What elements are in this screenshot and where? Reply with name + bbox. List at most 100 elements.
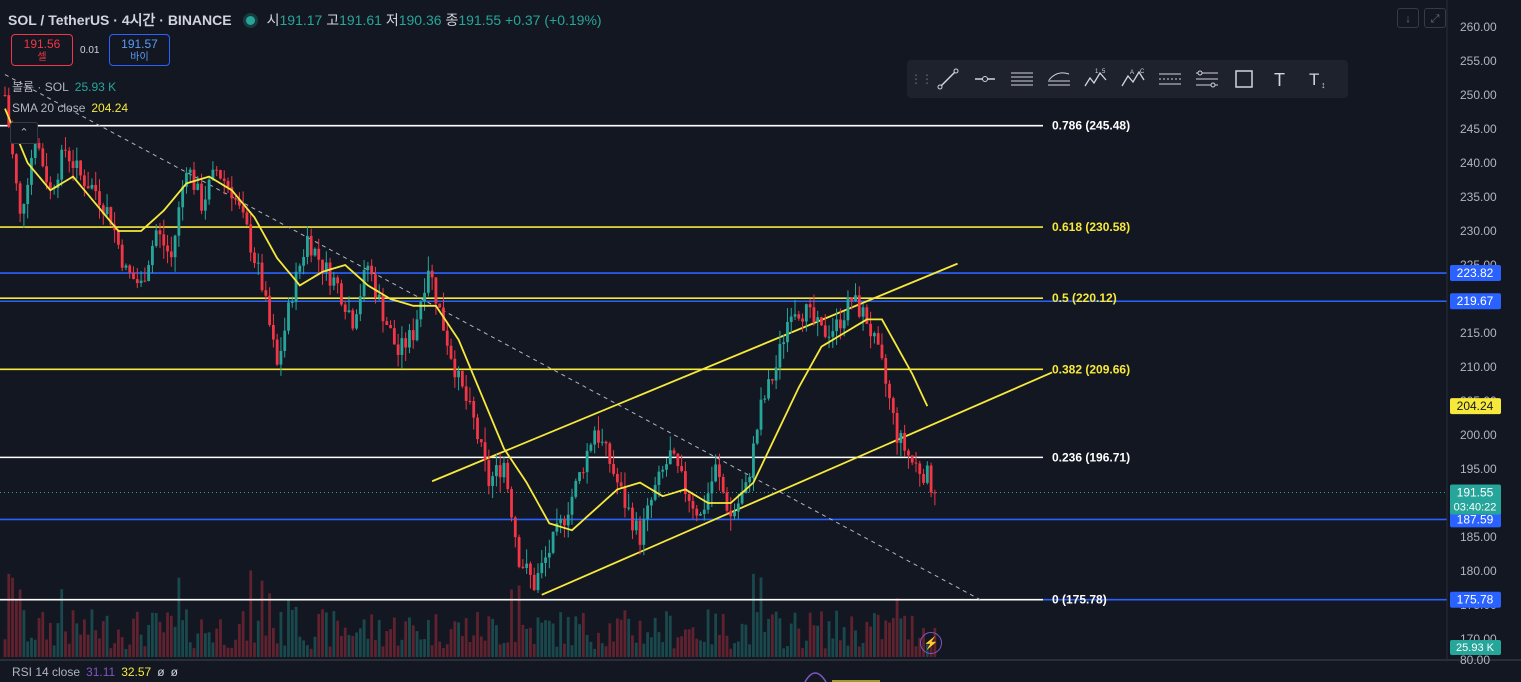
candle-body [804, 304, 808, 322]
volume-bar [789, 623, 793, 657]
horizontal-ray-icon[interactable] [966, 64, 1003, 94]
candle-body [253, 252, 256, 264]
trend-line-icon[interactable] [929, 64, 966, 94]
volume-bar [332, 611, 336, 657]
symbol-title[interactable]: SOL / TetherUS · 4시간 · BINANCE [8, 12, 232, 28]
volume-bar [385, 630, 389, 657]
candle-body [324, 262, 328, 273]
candle-body [306, 235, 309, 257]
volume-bar [117, 629, 120, 657]
candle-body [45, 166, 48, 183]
collapse-legend-button[interactable]: ⌃ [10, 122, 38, 144]
volume-bar [831, 638, 835, 657]
volume-bar [203, 633, 207, 657]
candle-body [358, 296, 362, 315]
candle-body [831, 331, 835, 337]
drag-handle-icon[interactable]: ⋮⋮ [910, 72, 933, 86]
volume-bar [544, 620, 547, 657]
volume-bar [196, 633, 200, 657]
volume-bar [192, 648, 196, 657]
candle-body [797, 314, 801, 319]
text-icon[interactable]: T [1262, 64, 1299, 94]
candle-body [589, 444, 593, 451]
candle-body [619, 482, 623, 487]
candle-body [884, 358, 888, 384]
rsi-extra-2: ø [170, 665, 178, 679]
candle-body [506, 462, 510, 490]
volume-bar [230, 647, 234, 657]
rsi-legend[interactable]: RSI 14 close 31.11 32.57 ø ø [12, 665, 178, 679]
candle-body [151, 245, 154, 266]
volume-bar [275, 643, 279, 657]
volume-legend[interactable]: 볼륨 · SOL 25.93 K [12, 78, 116, 95]
volume-bar [37, 618, 41, 657]
svg-text:T: T [1309, 70, 1319, 89]
volume-bar [631, 635, 634, 657]
candle-body [925, 465, 929, 483]
fib-retracement-icon[interactable] [1040, 64, 1077, 94]
buy-button[interactable]: 191.57 바이 [109, 34, 170, 66]
candle-body [234, 198, 237, 200]
candle-body [438, 303, 442, 308]
candle-body [544, 557, 547, 563]
candle-body [192, 169, 196, 190]
candle-body [585, 450, 589, 473]
candle-body [400, 338, 404, 355]
volume-bar [52, 645, 56, 657]
parallel-channel-icon[interactable] [1003, 64, 1040, 94]
price-tick-label: 260.00 [1460, 20, 1497, 34]
candle-body [415, 319, 419, 341]
volume-bar [842, 627, 846, 657]
candle-body [638, 520, 642, 545]
fullscreen-icon[interactable]: ⤢ [1424, 8, 1446, 28]
candle-body [536, 573, 540, 591]
volume-bar [513, 641, 517, 657]
candle-body [351, 310, 355, 329]
volume-bar [430, 645, 434, 657]
rectangle-icon[interactable] [1225, 64, 1262, 94]
price-tick-label: 195.00 [1460, 462, 1497, 476]
candle-body [336, 277, 340, 284]
change-value: +0.37 (+0.19%) [505, 12, 602, 28]
candle-body [283, 330, 287, 351]
volume-bar [532, 644, 536, 657]
candle-body [370, 265, 374, 275]
candle-body [105, 207, 109, 215]
close-label: 종 [445, 12, 459, 28]
price-tick-label: 245.00 [1460, 122, 1497, 136]
candle-body [419, 301, 423, 320]
price-axis[interactable]: 260.00 255.00 250.00 245.00 240.00 235.00 230.… [1446, 0, 1521, 682]
volume-bar [135, 611, 139, 657]
level-price-tag-bg [1450, 265, 1501, 282]
flash-icon[interactable]: ⚡ [920, 632, 942, 654]
volume-bar [347, 634, 351, 657]
candle-body [748, 476, 752, 483]
date-range-icon[interactable] [1151, 64, 1188, 94]
candle-body [793, 314, 797, 317]
volume-bar [256, 620, 260, 657]
candle-body [808, 304, 812, 308]
candle-body [434, 277, 438, 304]
volume-bar [362, 619, 366, 657]
volume-bar [400, 639, 404, 657]
volume-bar [699, 640, 702, 657]
text-note-icon[interactable]: T ↕ [1299, 64, 1336, 94]
volume-bar [873, 613, 876, 657]
level-price-tag: 219.67 [1457, 294, 1494, 308]
candle-body [71, 161, 75, 168]
candle-body [540, 562, 544, 574]
download-icon[interactable]: ↓ [1397, 8, 1419, 28]
candle-body [260, 262, 264, 291]
volume-bar [434, 614, 438, 657]
volume-bar [638, 620, 642, 657]
price-range-icon[interactable] [1188, 64, 1225, 94]
open-label: 시 [266, 12, 280, 28]
candle-body [396, 344, 400, 355]
volume-bar [33, 639, 37, 657]
candle-body [559, 518, 563, 524]
sma-legend[interactable]: SMA 20 close 204.24 [12, 101, 128, 115]
sell-button[interactable]: 191.56 셀 [11, 34, 73, 66]
